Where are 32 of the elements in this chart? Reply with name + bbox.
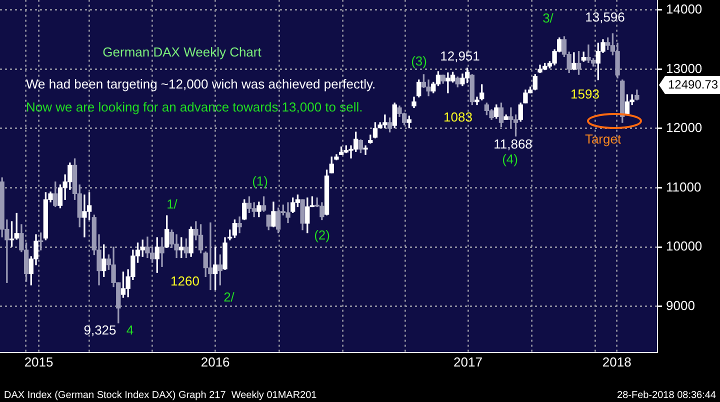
y-tick-label: 10000 [666,238,702,254]
text: DAX Index (German Stock Index DAX) Graph 217 Weekly 01MAR201 [4,390,318,401]
annotation: 1083 [444,110,472,125]
annotation: 3/ [542,10,554,26]
x-tick-label: 2018 [602,354,632,370]
annotation: (2) [314,228,330,243]
y-tick-label: 13000 [666,60,702,76]
text: 12490.73 [668,77,718,92]
annotation: 4 [126,322,134,338]
x-tick-label: 2017 [454,354,482,370]
annotation: Target [584,132,622,147]
annotation: We had been targeting ~12,000 wich was achieved perfectly. [26,76,376,92]
annotation: 9,325 [84,322,116,338]
annotation: 1593 [570,86,600,102]
annotation: (3) [411,54,427,69]
annotation: (4) [502,152,518,167]
annotation: 11,868 [494,136,532,152]
annotation: (1) [252,174,268,189]
x-tick-label: 2016 [200,354,230,370]
y-tick-label: 14000 [666,1,702,16]
x-tick-label: 2015 [24,354,54,370]
annotation: 1260 [170,274,200,289]
annotation: 2/ [224,290,235,305]
y-tick-label: 11000 [666,179,702,194]
text: 28-Feb-2018 08:36:44 [617,390,716,401]
y-tick-label: 9000 [666,298,695,313]
y-tick-label: 12000 [666,120,702,136]
annotation: 1/ [166,196,178,212]
text: German DAX Weekly Chart [102,44,262,60]
annotation: 13,596 [585,10,625,25]
annotation: 12,951 [440,48,480,64]
annotation: Now we are looking for an advance towards 13,000 to sell. [26,100,363,115]
